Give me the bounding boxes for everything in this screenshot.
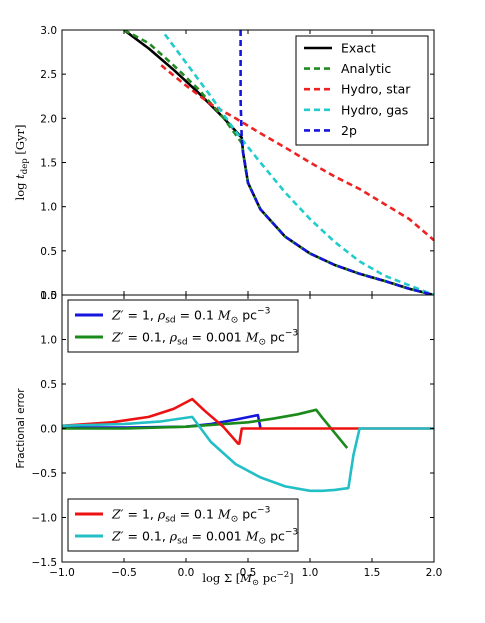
y-tick-label-bottom: 0.0 xyxy=(40,424,57,436)
series-line-top-3 xyxy=(160,64,434,242)
y-tick-label-top: 1.5 xyxy=(40,158,57,170)
series-line-bottom-4 xyxy=(62,415,434,493)
x-tick-label: 0.0 xyxy=(178,567,195,579)
y-tick-label-top: 0.5 xyxy=(40,246,57,258)
legend-label: Analytic xyxy=(341,61,391,76)
series-line-bottom-3 xyxy=(62,397,434,445)
y-tick-label-top: 0.0 xyxy=(40,290,57,302)
legend-top: Exact Analytic Hydro, star Hydro, gas 2p xyxy=(295,35,429,146)
legend-label: Hydro, gas xyxy=(341,102,408,117)
series-line-bottom-2 xyxy=(62,408,349,449)
legend-label: Z′ = 0.1, ρsd = 0.001 M⊙ pc−3 xyxy=(111,329,298,348)
legend-label: Exact xyxy=(341,41,376,56)
y-tick-label-top: 3.0 xyxy=(40,25,57,37)
y-tick-label-top: 1.0 xyxy=(40,202,57,214)
legend-label: Z′ = 1, ρsd = 0.1 M⊙ pc−3 xyxy=(111,506,270,525)
legend-label: Z′ = 0.1, ρsd = 0.001 M⊙ pc−3 xyxy=(111,528,298,547)
legend-bottom-top-left: Z′ = 1, ρsd = 0.1 M⊙ pc−3 Z′ = 0.1, ρsd =… xyxy=(67,299,299,353)
x-tick-label: 2.0 xyxy=(426,567,443,579)
top-panel: 0.5 1.0 1.5 2.0 2.5 3.0 0.0 Exact Analytic Hydro,… xyxy=(40,25,435,302)
series-line-top-4 xyxy=(163,33,434,295)
legend-label: 2p xyxy=(341,123,357,138)
legend-bottom-bottom-left: Z′ = 1, ρsd = 0.1 M⊙ pc−3 Z′ = 0.1, ρsd =… xyxy=(67,498,299,552)
x-axis-label: log Σ [M⊙ pc−2] xyxy=(202,570,293,588)
legend-label: Hydro, star xyxy=(341,82,411,97)
y-axis-label-bottom: Fractional error xyxy=(15,388,27,469)
y-tick-label-bottom: −1.0 xyxy=(32,513,58,525)
x-tick-label: 1.5 xyxy=(364,567,381,579)
y-tick-label-bottom: −0.5 xyxy=(32,468,58,480)
y-tick-label-bottom: 1.5 xyxy=(40,290,57,302)
x-tick-label: 0.5 xyxy=(240,567,257,579)
x-tick-label: −0.5 xyxy=(111,567,137,579)
x-tick-label: 1.0 xyxy=(302,567,319,579)
series-line-top-1 xyxy=(123,30,434,295)
series-line-top-5 xyxy=(239,30,434,295)
legend-label: Z′ = 1, ρsd = 0.1 M⊙ pc−3 xyxy=(111,307,270,326)
y-tick-label-top: 2.0 xyxy=(40,113,57,125)
y-tick-label-bottom: 1.0 xyxy=(40,335,57,347)
y-tick-label-top: 2.5 xyxy=(40,69,57,81)
bottom-panel: −1.5−1.0−0.50.00.51.01.5−1.0 −0.5 0.0 0.5 1.… xyxy=(32,290,443,579)
y-tick-label-bottom: −1.5 xyxy=(32,557,58,569)
y-tick-label-bottom: 0.5 xyxy=(40,379,57,391)
x-tick-label: −1.0 xyxy=(49,567,75,579)
y-axis-label-top: log tdep [Gyr] xyxy=(13,125,30,201)
